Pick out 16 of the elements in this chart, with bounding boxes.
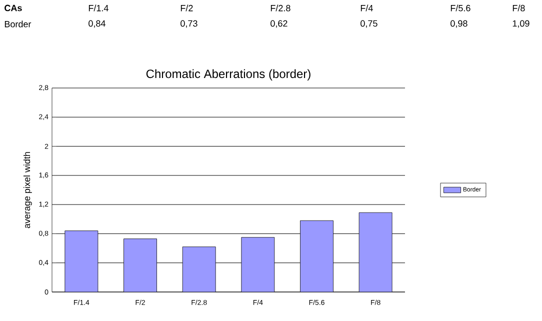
- text: 1,09: [512, 20, 530, 28]
- text: 0,75: [360, 20, 378, 28]
- text: 0,73: [180, 20, 198, 28]
- text: 0,98: [450, 20, 468, 28]
- category-label: F/4: [360, 4, 373, 12]
- text: 0,84: [88, 20, 106, 28]
- category-label: F/2.8: [270, 4, 290, 12]
- category-label: F/2: [180, 4, 193, 12]
- chart-title: Chromatic Aberrations (border): [146, 69, 310, 80]
- text: Border: [4, 20, 32, 28]
- y-axis-title: average pixel width: [23, 152, 32, 228]
- text: CAs: [4, 4, 22, 12]
- category-label: F/8: [512, 4, 525, 12]
- category-label: F/1.4: [88, 4, 108, 12]
- text: 0,62: [270, 20, 288, 28]
- category-label: F/5.6: [450, 4, 470, 12]
